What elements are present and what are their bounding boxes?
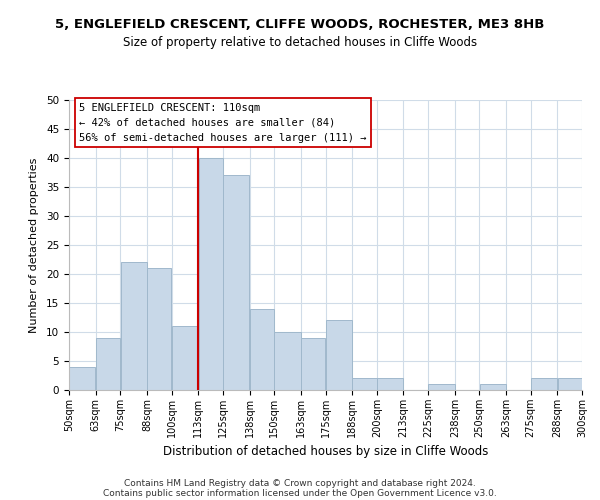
Bar	[223, 176, 250, 390]
Y-axis label: Number of detached properties: Number of detached properties	[29, 158, 39, 332]
Bar	[147, 268, 172, 390]
Bar	[377, 378, 403, 390]
Text: 5 ENGLEFIELD CRESCENT: 110sqm
← 42% of detached houses are smaller (84)
56% of s: 5 ENGLEFIELD CRESCENT: 110sqm ← 42% of d…	[79, 103, 367, 142]
Bar	[326, 320, 352, 390]
Bar	[428, 384, 455, 390]
Text: 5, ENGLEFIELD CRESCENT, CLIFFE WOODS, ROCHESTER, ME3 8HB: 5, ENGLEFIELD CRESCENT, CLIFFE WOODS, RO…	[55, 18, 545, 30]
Bar	[199, 158, 223, 390]
Bar	[274, 332, 301, 390]
X-axis label: Distribution of detached houses by size in Cliffe Woods: Distribution of detached houses by size …	[163, 446, 488, 458]
Bar	[531, 378, 557, 390]
Bar	[557, 378, 582, 390]
Text: Size of property relative to detached houses in Cliffe Woods: Size of property relative to detached ho…	[123, 36, 477, 49]
Bar	[301, 338, 325, 390]
Bar	[479, 384, 506, 390]
Bar	[96, 338, 120, 390]
Bar	[250, 309, 274, 390]
Text: Contains HM Land Registry data © Crown copyright and database right 2024.: Contains HM Land Registry data © Crown c…	[124, 478, 476, 488]
Bar	[352, 378, 377, 390]
Bar	[121, 262, 147, 390]
Bar	[172, 326, 198, 390]
Text: Contains public sector information licensed under the Open Government Licence v3: Contains public sector information licen…	[103, 488, 497, 498]
Bar	[69, 367, 95, 390]
